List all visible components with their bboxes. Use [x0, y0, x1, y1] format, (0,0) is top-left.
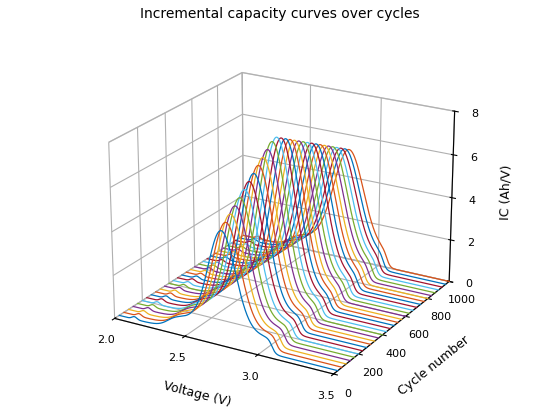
Y-axis label: Cycle number: Cycle number: [396, 333, 472, 398]
Title: Incremental capacity curves over cycles: Incremental capacity curves over cycles: [140, 7, 420, 21]
X-axis label: Voltage (V): Voltage (V): [162, 380, 232, 409]
